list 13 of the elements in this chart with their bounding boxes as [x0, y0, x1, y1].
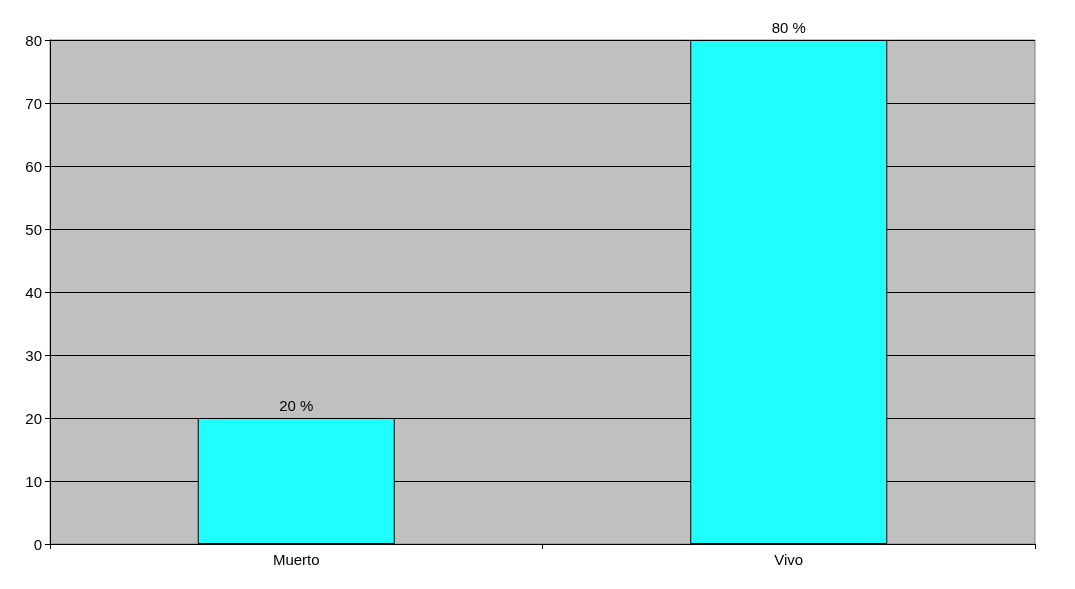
y-tick-label: 50	[25, 220, 42, 238]
y-tick-label: 40	[25, 283, 42, 301]
y-tick-label: 20	[25, 409, 42, 427]
y-tick-label: 60	[25, 157, 42, 175]
y-tick-label: 70	[25, 94, 42, 112]
data-label: 20 %	[279, 397, 314, 414]
x-tick-label: Vivo	[774, 551, 804, 568]
y-tick-label: 0	[33, 535, 42, 553]
y-tick-label: 80	[25, 31, 42, 49]
data-label: 80 %	[771, 19, 806, 36]
y-tick-label: 30	[25, 346, 42, 364]
x-tick-label: Muerto	[272, 551, 320, 568]
y-tick-label: 10	[25, 472, 42, 490]
